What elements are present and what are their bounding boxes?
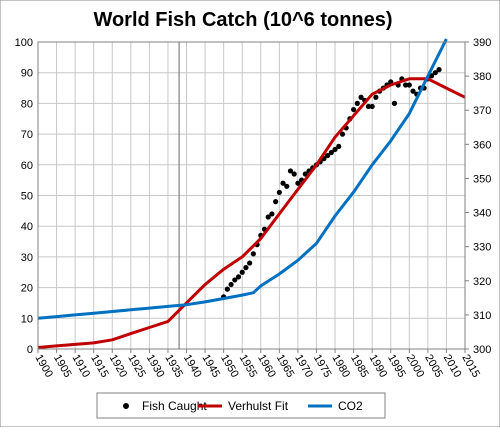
y-tick-label: 30 [21, 252, 33, 264]
y2-tick-label: 350 [473, 173, 491, 185]
fish-caught-point [336, 143, 342, 149]
fish-caught-point [280, 180, 286, 186]
legend: Fish Caught Verhulst Fit CO2 [96, 392, 386, 419]
co2-line [37, 38, 448, 320]
fish-caught-point [410, 88, 416, 94]
legend-label: Fish Caught [142, 399, 207, 413]
fish-caught-point [287, 168, 294, 174]
fish-caught-point [295, 180, 301, 186]
fish-caught-point [228, 281, 234, 288]
y2-tick-label: 380 [473, 71, 491, 83]
fish-caught-point [273, 199, 279, 205]
fish-caught-point [354, 100, 360, 106]
fish-caught-point [332, 146, 338, 153]
y2-tick-label: 390 [473, 37, 491, 49]
fish-caught-point [250, 251, 256, 257]
y-tick-label: 10 [21, 313, 33, 325]
y-tick-label: 20 [21, 283, 33, 295]
fish-caught-point [328, 149, 334, 156]
y-tick-label: 0 [27, 344, 33, 356]
fish-caught-point [358, 94, 364, 100]
y-tick-label: 50 [21, 191, 33, 203]
series-layer [37, 38, 466, 349]
fish-caught-point [247, 260, 253, 266]
fish-caught-point [325, 152, 331, 159]
y-tick-label: 90 [21, 68, 33, 80]
y2-tick-label: 300 [473, 344, 491, 356]
y2-tick-label: 310 [473, 310, 491, 322]
fish-caught-point [365, 103, 372, 110]
fish-caught-point [432, 70, 438, 76]
legend-marker-fish-caught [123, 403, 129, 409]
y2-tick-label: 320 [473, 276, 491, 288]
fish-caught-point [406, 82, 412, 88]
fish-caught-point [276, 189, 282, 196]
fish-caught-point [284, 183, 290, 189]
fish-caught-point [291, 171, 297, 177]
fish-caught-point [269, 211, 275, 217]
plot-border [37, 41, 466, 350]
fish-caught-point [402, 82, 409, 88]
fish-caught-point [235, 274, 242, 280]
y-tick-label: 40 [21, 221, 33, 233]
grid-layer [37, 41, 466, 350]
fish-caught-point [369, 103, 375, 110]
fish-caught-point [239, 269, 245, 275]
fish-caught-point [339, 131, 346, 137]
legend-label: Verhulst Fit [228, 399, 289, 413]
y2-tick-label: 340 [473, 208, 491, 220]
fish-caught-point [265, 214, 271, 220]
fish-caught-point [243, 265, 249, 271]
y2-tick-label: 330 [473, 242, 491, 254]
fish-caught-point [351, 106, 357, 113]
fish-caught-point [224, 286, 230, 292]
y2-tick-label: 360 [473, 139, 491, 151]
verhulst-fit-line [37, 77, 466, 349]
legend-box [96, 392, 386, 419]
fish-caught-point [232, 277, 238, 283]
y-tick-label: 60 [21, 160, 33, 172]
y-tick-label: 80 [21, 98, 33, 110]
y2-tick-label: 370 [473, 105, 491, 117]
fish-caught-point [436, 67, 442, 73]
fish-caught-point [391, 100, 398, 106]
fish-caught-point [302, 171, 308, 177]
legend-label: CO2 [338, 399, 363, 413]
y-tick-label: 70 [21, 129, 33, 141]
fish-caught-point [373, 94, 379, 100]
chart-title: World Fish Catch (10^6 tonnes) [93, 9, 392, 31]
y-tick-label: 100 [15, 37, 33, 49]
